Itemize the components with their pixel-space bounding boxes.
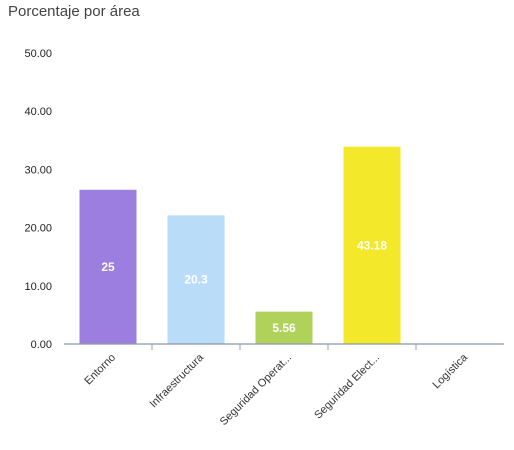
data-label: 5.56 (272, 321, 296, 335)
data-label: 25 (101, 260, 115, 274)
x-tick-label: Seguridad Elect... (312, 352, 382, 422)
y-tick-label: 50.00 (24, 48, 52, 60)
x-tick-label: Infraestructura (147, 351, 206, 410)
x-axis: Entorno Infraestructura Seguridad Operat..… (64, 343, 504, 428)
bar[interactable] (255, 311, 313, 344)
x-tick-label: Seguridad Operat... (218, 352, 294, 428)
y-tick-label: 0.00 (31, 339, 52, 351)
data-label: 43.18 (357, 238, 387, 252)
y-tick-label: 10.00 (24, 281, 52, 293)
data-label: 20.3 (184, 273, 208, 287)
bars (79, 146, 401, 344)
x-tick-label: Logística (431, 351, 471, 391)
data-labels: 25 20.3 5.56 43.18 (101, 238, 387, 334)
y-axis: 0.00 10.00 20.00 30.00 40.00 50.00 (24, 48, 52, 351)
bar[interactable] (79, 189, 137, 344)
y-tick-label: 30.00 (24, 164, 52, 176)
bar[interactable] (167, 215, 225, 344)
bar[interactable] (343, 146, 401, 344)
chart-title: Porcentaje por área (8, 3, 140, 20)
x-tick-label: Entorno (82, 352, 118, 388)
y-tick-label: 20.00 (24, 223, 52, 235)
y-tick-label: 40.00 (24, 106, 52, 118)
